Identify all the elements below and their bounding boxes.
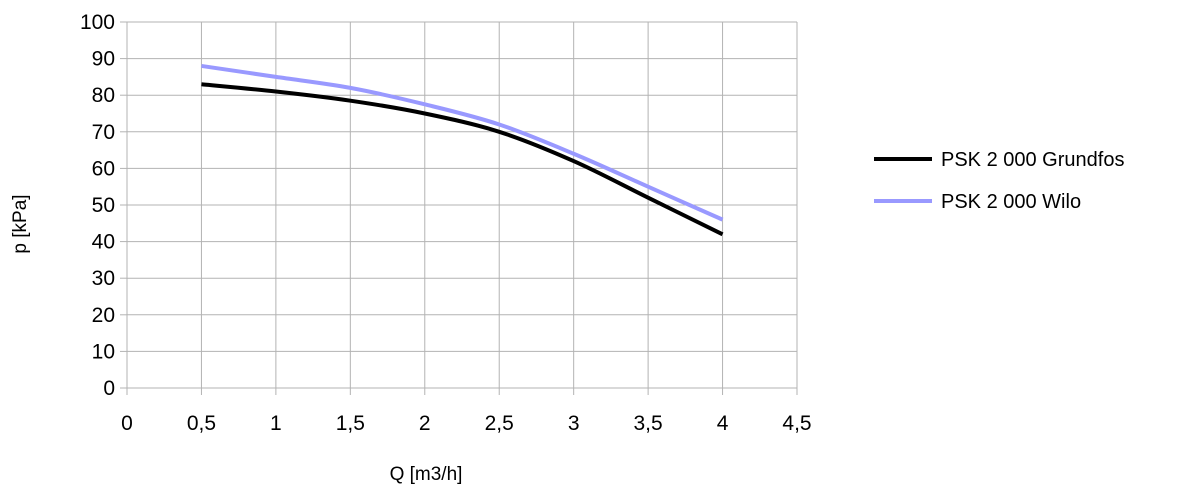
y-tick-label: 10: [92, 340, 115, 363]
y-tick-label: 80: [92, 84, 115, 107]
y-tick-label: 100: [80, 11, 115, 34]
series-line-wilo: [201, 63, 724, 222]
y-tick-label: 40: [92, 231, 115, 254]
x-tick-label: 0,5: [187, 412, 216, 435]
x-tick-label: 4: [717, 412, 729, 435]
y-tick-labels: 0 10 20 30 40 50 60 70 80 90 100: [80, 11, 115, 400]
y-axis-title: p [kPa]: [10, 194, 31, 253]
x-tick-label: 3: [568, 412, 580, 435]
series-line-grundfos: [201, 82, 724, 237]
x-tick-label: 4,5: [782, 412, 811, 435]
y-tick-label: 60: [92, 157, 115, 180]
x-tick-labels: 0 0,5 1 1,5 2 2,5 3 3,5 4 4,5: [121, 412, 811, 435]
x-tick-label: 2,5: [485, 412, 514, 435]
x-axis-title: Q [m3/h]: [390, 464, 463, 485]
x-tick-label: 3,5: [634, 412, 663, 435]
x-tick-label: 2: [419, 412, 431, 435]
x-tick-label: 0: [121, 412, 133, 435]
x-tick-label: 1,5: [336, 412, 365, 435]
y-tick-label: 90: [92, 48, 115, 71]
x-tick-label: 1: [270, 412, 282, 435]
y-tick-label: 0: [103, 377, 115, 400]
legend: PSK 2 000 Grundfos PSK 2 000 Wilo: [874, 149, 1124, 213]
legend-label-wilo: PSK 2 000 Wilo: [941, 191, 1081, 213]
legend-label-grundfos: PSK 2 000 Grundfos: [941, 149, 1124, 171]
y-tick-label: 30: [92, 267, 115, 290]
axes: [126, 22, 797, 389]
y-tick-label: 50: [92, 194, 115, 217]
y-tick-label: 70: [92, 121, 115, 144]
series-lines: [201, 63, 724, 237]
gridlines: [120, 21, 798, 395]
y-tick-label: 20: [92, 304, 115, 327]
